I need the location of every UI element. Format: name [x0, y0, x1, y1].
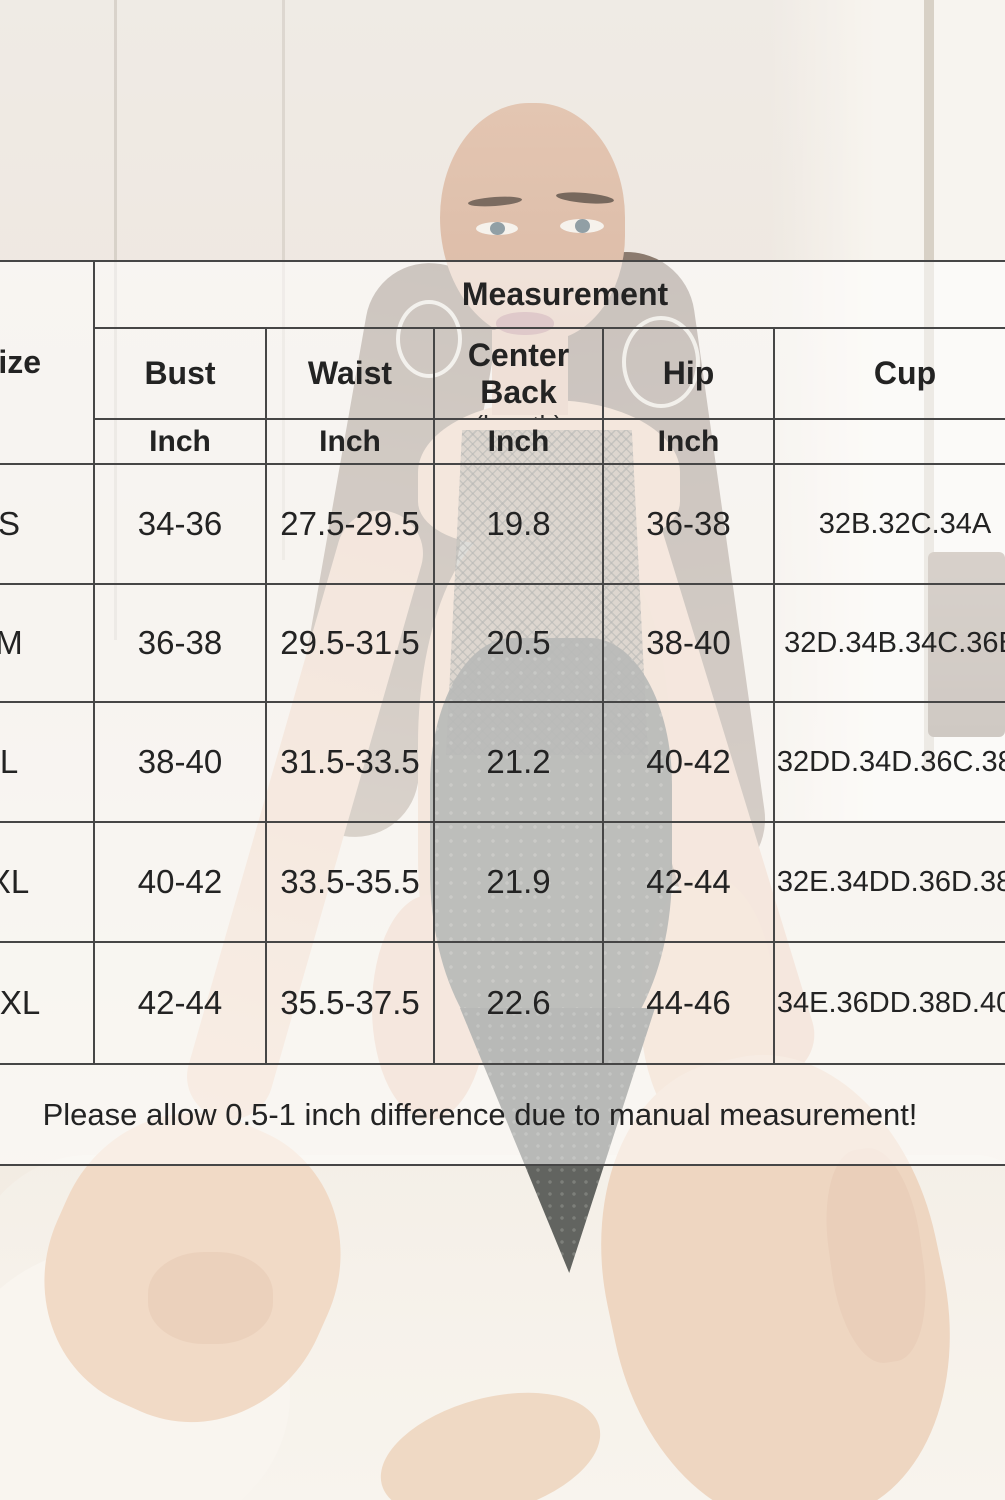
center-back-label: Center Back — [467, 337, 570, 410]
hip-cell: 36-38 — [602, 463, 775, 585]
size-cell: M — [0, 583, 95, 703]
waist-cell: 27.5-29.5 — [265, 463, 435, 585]
left-hand-shape — [148, 1252, 273, 1344]
center-back-cell: 21.2 — [433, 701, 604, 823]
col-header-cup: Cup — [772, 327, 1005, 420]
size-column-header: Size — [0, 260, 95, 465]
col-header-waist: Waist — [265, 327, 435, 420]
measurement-group-header: Measurement — [92, 260, 1005, 329]
size-cell: XXL — [0, 941, 95, 1065]
cup-cell: 34E.36DD.38D.40C — [772, 941, 1005, 1065]
table-row-xxl: XXL 42-44 35.5-37.5 22.6 44-46 34E.36DD.… — [0, 941, 1005, 1065]
cup-cell: 32B.32C.34A — [772, 463, 1005, 585]
size-cell: XL — [0, 821, 95, 943]
center-back-cell: 22.6 — [433, 941, 604, 1065]
center-back-cell: 19.8 — [433, 463, 604, 585]
measurement-header-row: Size Measurement — [0, 260, 1005, 465]
col-header-center-back: Center Back (length) — [433, 327, 604, 420]
table-row-m: M 36-38 29.5-31.5 20.5 38-40 32D.34B.34C… — [0, 583, 1005, 703]
size-chart-table: Size Measurement Bust Waist Center Back … — [0, 260, 1005, 1166]
bust-cell: 42-44 — [93, 941, 267, 1065]
col-header-hip: Hip — [602, 327, 775, 420]
unit-cell-bust: Inch — [93, 418, 267, 465]
bust-cell: 38-40 — [93, 701, 267, 823]
table-row-l: L 38-40 31.5-33.5 21.2 40-42 32DD.34D.36… — [0, 701, 1005, 823]
waist-cell: 33.5-35.5 — [265, 821, 435, 943]
waist-cell: 35.5-37.5 — [265, 941, 435, 1065]
cup-cell: 32DD.34D.36C.38B — [772, 701, 1005, 823]
bust-cell: 36-38 — [93, 583, 267, 703]
right-iris-shape — [575, 219, 590, 233]
table-row-xl: XL 40-42 33.5-35.5 21.9 42-44 32E.34DD.3… — [0, 821, 1005, 943]
unit-cell-center-back: Inch — [433, 418, 604, 465]
waist-cell: 31.5-33.5 — [265, 701, 435, 823]
unit-cell-hip: Inch — [602, 418, 775, 465]
hip-cell: 42-44 — [602, 821, 775, 943]
size-cell: L — [0, 701, 95, 823]
size-cell: S — [0, 463, 95, 585]
bust-cell: 40-42 — [93, 821, 267, 943]
unit-row: Inch Inch Inch Inch — [0, 418, 1005, 465]
bust-cell: 34-36 — [93, 463, 267, 585]
hip-cell: 40-42 — [602, 701, 775, 823]
center-back-sublabel: (length) — [436, 411, 601, 417]
col-header-bust: Bust — [93, 327, 267, 420]
table-row-s: S 34-36 27.5-29.5 19.8 36-38 32B.32C.34A — [0, 463, 1005, 585]
center-back-cell: 20.5 — [433, 583, 604, 703]
left-iris-shape — [490, 222, 505, 235]
hip-cell: 38-40 — [602, 583, 775, 703]
hip-cell: 44-46 — [602, 941, 775, 1065]
note-row: Please allow 0.5-1 inch difference due t… — [0, 1063, 1005, 1166]
unit-cell-waist: Inch — [265, 418, 435, 465]
center-back-cell: 21.9 — [433, 821, 604, 943]
cup-cell: 32D.34B.34C.36B. — [772, 583, 1005, 703]
unit-cell-cup — [772, 418, 1005, 465]
cup-cell: 32E.34DD.36D.38C — [772, 821, 1005, 943]
column-header-row: Bust Waist Center Back (length) Hip Cup — [0, 327, 1005, 420]
measurement-note: Please allow 0.5-1 inch difference due t… — [0, 1063, 1005, 1166]
waist-cell: 29.5-31.5 — [265, 583, 435, 703]
